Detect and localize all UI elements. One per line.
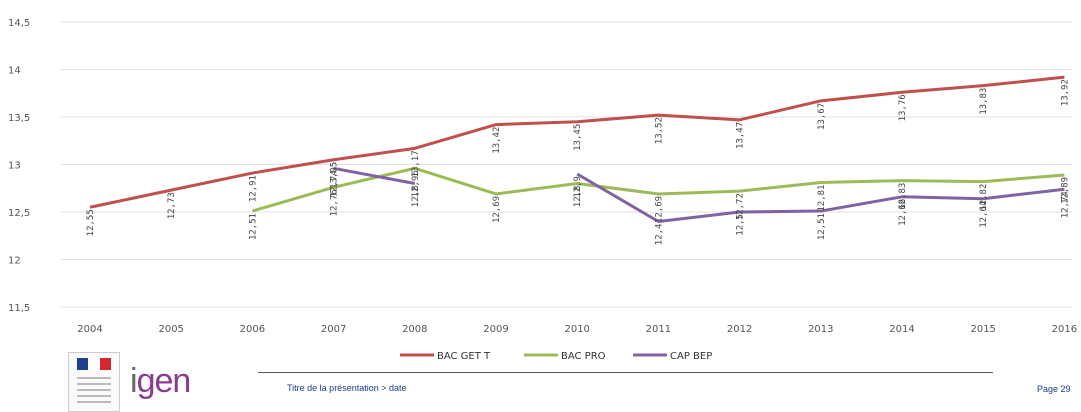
data-label: 12,89 — [1060, 177, 1070, 204]
data-label: 13,47 — [736, 122, 746, 149]
data-label: 12,5 — [736, 214, 746, 236]
data-label: 13,42 — [492, 127, 502, 154]
legend-label: CAP BEP — [670, 351, 712, 362]
y-tick-label: 14 — [8, 66, 21, 77]
data-label: 12,8 — [411, 186, 421, 208]
data-label: 12,51 — [817, 213, 827, 240]
republic-logo — [68, 352, 120, 412]
data-label: 12,64 — [979, 201, 989, 228]
y-tick-label: 13 — [8, 161, 21, 172]
data-label: 12,81 — [817, 185, 827, 212]
data-label: 13,83 — [979, 88, 989, 115]
x-tick-label: 2004 — [77, 324, 102, 335]
series-line — [576, 172, 1065, 223]
data-label: 13,92 — [1060, 79, 1070, 106]
data-label: 12,73 — [167, 192, 177, 219]
flag-icon — [77, 358, 111, 370]
footer: igen Titre de la présentation > date Pag… — [0, 340, 1081, 412]
data-label: 13,76 — [898, 94, 908, 121]
igen-logo: igen — [130, 362, 191, 400]
data-label: 13,45 — [573, 124, 583, 151]
y-tick-label: 12 — [8, 256, 21, 267]
data-label: 12,74 — [330, 170, 340, 197]
x-tick-label: 2014 — [889, 324, 914, 335]
data-label: 12,82 — [979, 184, 989, 211]
data-label: 12,9 — [573, 176, 583, 198]
data-label: 12,69 — [492, 196, 502, 223]
data-label: 12,66 — [898, 199, 908, 226]
legend: BAC GET T BAC PRO CAP BEP — [400, 351, 712, 362]
x-tick-label: 2013 — [808, 324, 833, 335]
data-label: 12,83 — [898, 183, 908, 210]
series-line — [251, 166, 1065, 213]
data-label: 13,17 — [411, 150, 421, 177]
gridlines — [60, 21, 1072, 308]
page-number: Page 29 — [1037, 384, 1071, 394]
y-tick-label: 11,5 — [8, 303, 30, 314]
data-label: 12,69 — [654, 196, 664, 223]
data-labels: 12,55 12,73 12,91 13,05 13,17 13,42 13,45 13,52… — [86, 79, 1070, 245]
data-label: 12,51 — [248, 213, 258, 240]
data-label: 12,72 — [736, 193, 746, 220]
x-tick-label: 2009 — [483, 324, 508, 335]
data-label: 13,52 — [654, 117, 664, 144]
presentation-title: Titre de la présentation > date — [287, 383, 407, 393]
data-label: 12,4 — [654, 224, 664, 246]
x-tick-label: 2016 — [1052, 324, 1077, 335]
data-label: 12,91 — [248, 175, 258, 202]
x-axis-ticks: 2004 2005 2006 2007 2008 2009 2010 2011 2012 2013… — [77, 324, 1077, 335]
x-tick-label: 2015 — [970, 324, 995, 335]
data-label: 12,8 — [573, 186, 583, 208]
footer-divider — [258, 372, 993, 373]
x-tick-label: 2006 — [240, 324, 265, 335]
data-label: 12,55 — [86, 209, 96, 236]
x-tick-label: 2007 — [321, 324, 346, 335]
x-tick-label: 2012 — [727, 324, 752, 335]
series-lines — [89, 75, 1065, 223]
x-tick-label: 2011 — [646, 324, 671, 335]
x-tick-label: 2005 — [158, 324, 183, 335]
x-tick-label: 2010 — [564, 324, 589, 335]
y-axis-ticks: 14,5 14 13,5 13 12,5 12 11,5 — [8, 18, 30, 314]
legend-label: BAC GET T — [437, 351, 491, 362]
y-tick-label: 13,5 — [8, 113, 30, 124]
x-tick-label: 2008 — [402, 324, 427, 335]
data-label: 12,96 — [411, 170, 421, 197]
y-tick-label: 14,5 — [8, 18, 30, 29]
data-label: 13,05 — [330, 162, 340, 189]
data-label: 12,74 — [1060, 191, 1070, 218]
series-line — [333, 166, 416, 185]
data-label: 12,76 — [330, 189, 340, 216]
data-label: 13,67 — [817, 103, 827, 130]
series-line — [89, 75, 1065, 209]
y-tick-label: 12,5 — [8, 208, 30, 219]
legend-label: BAC PRO — [561, 351, 606, 362]
